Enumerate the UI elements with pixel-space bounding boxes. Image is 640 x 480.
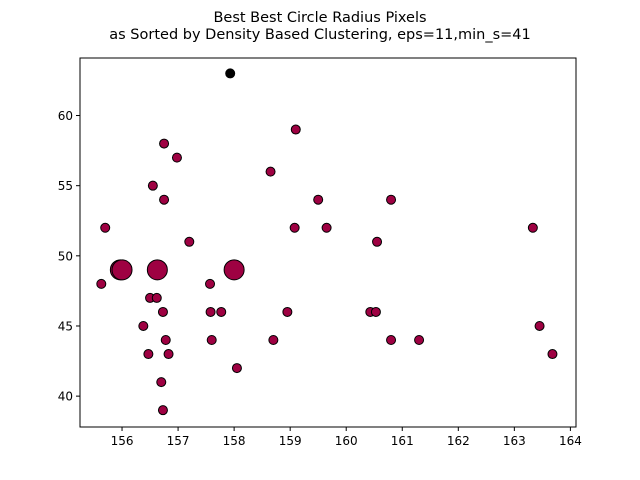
data-point xyxy=(157,405,168,416)
x-tick-label: 160 xyxy=(335,434,358,448)
data-point xyxy=(159,194,170,205)
data-point xyxy=(216,306,227,317)
data-point xyxy=(313,194,324,205)
data-point xyxy=(171,152,182,163)
data-point xyxy=(206,335,217,346)
data-point xyxy=(159,138,170,149)
data-point xyxy=(414,335,425,346)
chart-title-line-2: as Sorted by Density Based Clustering, e… xyxy=(109,27,531,43)
x-tick-label: 162 xyxy=(447,434,470,448)
data-point xyxy=(290,124,301,135)
data-point xyxy=(223,259,245,281)
data-point xyxy=(100,222,111,233)
plot-area-frame xyxy=(79,57,577,428)
data-points xyxy=(96,68,558,416)
x-tick-label: 157 xyxy=(167,434,190,448)
data-point xyxy=(138,320,149,331)
data-point xyxy=(143,349,154,360)
data-point xyxy=(547,349,558,360)
data-point xyxy=(289,222,300,233)
data-point xyxy=(205,306,216,317)
chart-title-line-1: Best Best Circle Radius Pixels xyxy=(213,10,426,26)
y-tick-label: 60 xyxy=(58,109,73,123)
data-point xyxy=(146,259,168,281)
y-tick-label: 55 xyxy=(58,179,73,193)
data-point xyxy=(268,335,279,346)
data-point xyxy=(282,306,293,317)
data-point xyxy=(205,278,216,289)
x-tick-label: 163 xyxy=(503,434,526,448)
x-tick-label: 164 xyxy=(559,434,582,448)
x-tick-label: 156 xyxy=(111,434,134,448)
y-tick-label: 45 xyxy=(58,319,73,333)
data-point xyxy=(265,166,276,177)
data-point xyxy=(372,236,383,247)
x-axis: 156 157 158 159 160 161 162 163 164 xyxy=(111,427,582,448)
x-tick-label: 159 xyxy=(279,434,302,448)
y-tick-label: 40 xyxy=(58,390,73,404)
data-point xyxy=(151,292,162,303)
data-point xyxy=(370,306,381,317)
data-point xyxy=(147,180,158,191)
y-axis: 40 45 50 55 60 xyxy=(58,109,80,404)
data-point xyxy=(160,335,171,346)
data-point xyxy=(156,377,167,388)
x-tick-label: 161 xyxy=(391,434,414,448)
data-point xyxy=(225,68,236,79)
data-point xyxy=(157,306,168,317)
data-point xyxy=(231,363,242,374)
data-point xyxy=(527,222,538,233)
data-point xyxy=(534,320,545,331)
data-point xyxy=(386,194,397,205)
data-point xyxy=(163,349,174,360)
data-point xyxy=(96,278,107,289)
data-point xyxy=(386,335,397,346)
data-point xyxy=(111,259,133,281)
y-tick-label: 50 xyxy=(58,249,73,263)
data-point xyxy=(184,236,195,247)
data-point xyxy=(321,222,332,233)
x-tick-label: 158 xyxy=(223,434,246,448)
